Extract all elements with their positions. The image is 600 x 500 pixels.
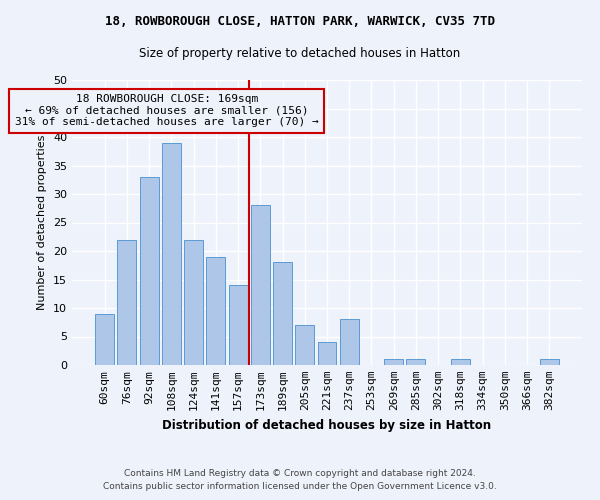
Bar bbox=[229, 285, 248, 365]
Bar bbox=[406, 360, 425, 365]
Bar bbox=[451, 360, 470, 365]
Bar bbox=[251, 206, 270, 365]
Bar bbox=[184, 240, 203, 365]
Text: 18 ROWBOROUGH CLOSE: 169sqm
← 69% of detached houses are smaller (156)
31% of se: 18 ROWBOROUGH CLOSE: 169sqm ← 69% of det… bbox=[15, 94, 319, 128]
Bar bbox=[118, 240, 136, 365]
X-axis label: Distribution of detached houses by size in Hatton: Distribution of detached houses by size … bbox=[163, 418, 491, 432]
Text: Size of property relative to detached houses in Hatton: Size of property relative to detached ho… bbox=[139, 48, 461, 60]
Bar bbox=[295, 325, 314, 365]
Bar bbox=[206, 256, 225, 365]
Bar bbox=[384, 360, 403, 365]
Bar bbox=[340, 320, 359, 365]
Bar bbox=[140, 177, 158, 365]
Y-axis label: Number of detached properties: Number of detached properties bbox=[37, 135, 47, 310]
Bar bbox=[317, 342, 337, 365]
Bar bbox=[95, 314, 114, 365]
Text: Contains public sector information licensed under the Open Government Licence v3: Contains public sector information licen… bbox=[103, 482, 497, 491]
Text: 18, ROWBOROUGH CLOSE, HATTON PARK, WARWICK, CV35 7TD: 18, ROWBOROUGH CLOSE, HATTON PARK, WARWI… bbox=[105, 15, 495, 28]
Bar bbox=[162, 142, 181, 365]
Text: Contains HM Land Registry data © Crown copyright and database right 2024.: Contains HM Land Registry data © Crown c… bbox=[124, 468, 476, 477]
Bar bbox=[273, 262, 292, 365]
Bar bbox=[540, 360, 559, 365]
